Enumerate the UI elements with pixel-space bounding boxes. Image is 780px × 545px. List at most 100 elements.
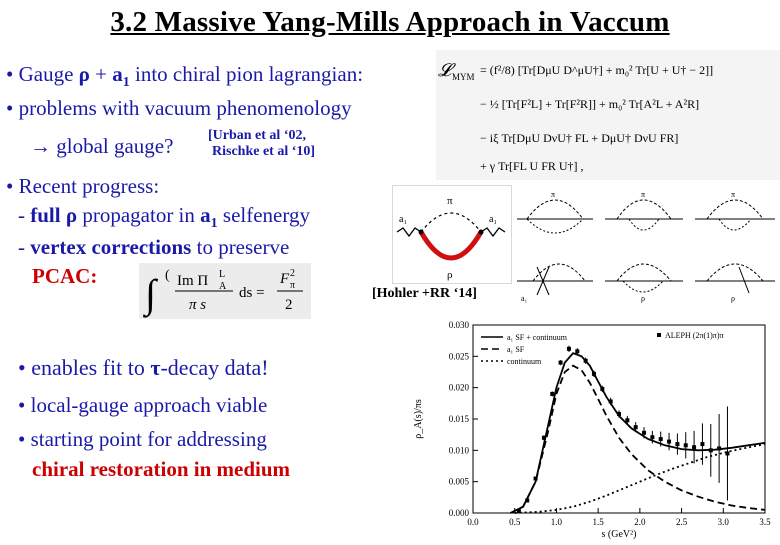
chart-svg: 0.000 0.005 0.010 0.015 0.020 0.025 0.030 0.0 0.…: [413, 320, 771, 540]
global-gauge-line: → global gauge?: [30, 134, 173, 159]
dash: -: [18, 235, 31, 259]
subitem-full-rho: - full ρ propagator in a1 selfenergy: [18, 203, 310, 232]
x-tick-label: 2.5: [676, 517, 688, 527]
vc-diagram-6: ρ: [695, 263, 775, 303]
lagrangian-svg: 𝓛 MYM = (f²/8) [Tr[DμU D^μU†] + m₀² Tr[U…: [438, 60, 713, 173]
x-tick-label: 2.0: [634, 517, 646, 527]
reference-hohler: [Hohler +RR ‘14]: [372, 286, 477, 301]
aleph-data-point: [633, 425, 638, 430]
y-tick-label: 0.005: [449, 477, 470, 487]
bold-phrase: vertex corrections: [30, 235, 192, 259]
bullet-recent-progress: • Recent progress:: [6, 174, 159, 199]
aleph-data-point: [550, 391, 555, 396]
bullet-gauge: • Gauge ρ + a1 into chiral pion lagrangi…: [6, 62, 363, 91]
subitem-vertex-corrections: - vertex corrections to preserve: [18, 235, 289, 260]
lagrangian-row-4: + γ Tr[FL U FR U†] ,: [480, 159, 584, 173]
ref-line-1: [Urban et al ‘02,: [208, 128, 306, 143]
arrow-text: → global gauge?: [30, 134, 174, 158]
a1-symbol: a: [112, 62, 123, 86]
a1-out-line: [480, 227, 506, 238]
a1-in-line: [396, 227, 422, 238]
aleph-data-point: [650, 435, 655, 440]
legend-label: ALEPH (2π(1)π)π: [665, 331, 724, 340]
bullet-starting-point: • starting point for addressing: [18, 427, 267, 452]
rho-label: ρ: [447, 269, 453, 281]
bullet-problems: • problems with vacuum phenomenology: [6, 96, 352, 121]
x-tick-label: 1.0: [551, 517, 563, 527]
aleph-data-point: [617, 411, 621, 416]
diagram-svg: π ρ a₁ a₁: [396, 195, 506, 281]
lagrangian-row-1: = (f²/8) [Tr[DμU D^μU†] + m₀² Tr[U + U† …: [480, 63, 713, 77]
spectral-function-chart: 0.000 0.005 0.010 0.015 0.020 0.025 0.030 0.0 0.…: [403, 313, 780, 540]
impi-numerator: Im Π: [177, 273, 208, 289]
aleph-data-point: [600, 386, 605, 391]
aleph-data-point: [583, 358, 588, 363]
rho-symbol: ρ: [78, 62, 90, 86]
bullet-mark: •: [6, 62, 14, 86]
legend-label: continuum: [507, 357, 542, 366]
vertex-correction-diagrams: π π π a₁ ρ: [513, 185, 780, 305]
aleph-data-point: [692, 445, 697, 450]
aleph-data-point: [667, 439, 672, 444]
x-tick-label: 3.0: [718, 517, 730, 527]
vc-diagram-2: π: [605, 190, 683, 231]
rhs-denominator: 2: [285, 297, 293, 313]
ds-equals: ds =: [239, 285, 265, 301]
series-line: [510, 352, 766, 514]
aleph-data-point: [575, 349, 580, 354]
aleph-data-point: [642, 430, 647, 435]
aleph-data-point: [708, 448, 713, 453]
text-segment: Gauge: [13, 62, 79, 86]
series-line: [510, 364, 766, 514]
x-tick-label: 3.5: [759, 517, 771, 527]
legend-marker: [657, 333, 661, 337]
text-segment: selfenergy: [217, 203, 310, 227]
f-sub: π: [290, 280, 295, 291]
text-segment: to preserve: [191, 235, 290, 259]
text-segment: propagator in: [77, 203, 201, 227]
text-segment: into chiral pion lagrangian:: [129, 62, 364, 86]
pi-label: π: [551, 190, 555, 199]
series-line: [514, 443, 766, 514]
a1-selfenergy-diagram: π ρ a₁ a₁: [392, 185, 512, 284]
pion-label: π: [447, 195, 453, 207]
aleph-data-point: [700, 442, 705, 447]
text-segment: -decay data!: [160, 355, 269, 380]
legend-label: a₁ SF: [507, 345, 525, 354]
aleph-data-point: [516, 509, 521, 514]
pcac-formula: ∫ ( Im Π L A π s ds = F 2 π 2: [139, 263, 311, 319]
aleph-data-point: [525, 498, 530, 503]
text-segment: enables fit to: [25, 355, 151, 380]
vertex-right: [478, 229, 484, 235]
slide-title: 3.2 Massive Yang-Mills Approach in Vaccu…: [110, 6, 670, 38]
y-tick-label: 0.030: [449, 320, 470, 330]
aleph-data-point: [541, 435, 546, 440]
a1-symbol: a: [200, 203, 211, 227]
aleph-data-point: [625, 418, 630, 423]
vertex-left: [418, 229, 424, 235]
x-tick-label: 0.0: [467, 517, 479, 527]
paren-open: (: [165, 268, 170, 283]
pcac-formula-svg: ∫ ( Im Π L A π s ds = F 2 π 2: [142, 268, 303, 318]
bullet-text: local-gauge approach viable: [25, 393, 268, 417]
y-tick-label: 0.025: [449, 351, 470, 361]
f-sup: 2: [290, 268, 295, 279]
chiral-restoration: chiral restoration in medium: [32, 457, 291, 481]
aleph-data-point: [658, 437, 663, 442]
y-axis-label: ρ_A(s)/πs: [413, 399, 424, 439]
y-tick-label: 0.000: [449, 508, 470, 518]
aleph-data-point: [558, 360, 563, 365]
pi-label: π: [731, 190, 735, 199]
a1-out-label: a₁: [489, 214, 497, 225]
x-tick-label: 1.5: [593, 517, 605, 527]
pis-denominator: π s: [189, 297, 206, 313]
reference-urban: [Urban et al ‘02, Rischke et al ‘10]: [208, 128, 315, 160]
pcac-label: PCAC:: [32, 264, 98, 288]
bullet-mark: •: [18, 427, 26, 451]
aleph-data-point: [608, 399, 613, 404]
x-tick-label: 0.5: [509, 517, 521, 527]
f-numerator: F: [279, 271, 290, 287]
aleph-data-point: [533, 476, 538, 481]
vc-diagram-5: ρ: [605, 263, 683, 303]
aleph-data-point: [683, 443, 688, 448]
